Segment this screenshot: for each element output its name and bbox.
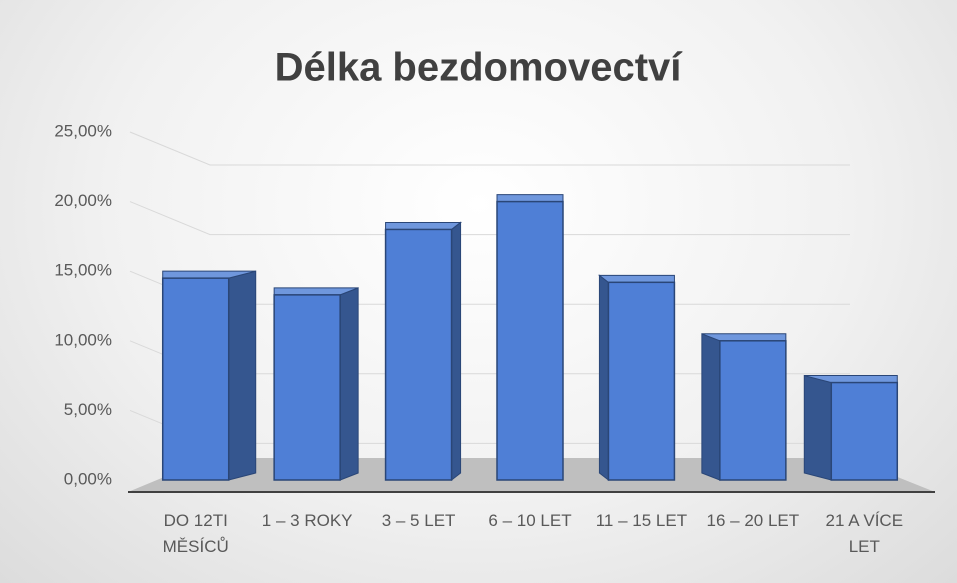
bar (384, 228, 453, 481)
x-tick-label: 11 – 15 LET (595, 511, 688, 530)
bar-side (228, 270, 257, 481)
x-tick-label: 1 – 3 ROKY (261, 511, 353, 530)
bar (161, 277, 230, 481)
y-tick-label: 20,00% (54, 191, 112, 210)
bar-top (385, 221, 463, 230)
grid-line (129, 201, 850, 236)
y-tick-label: 10,00% (54, 330, 112, 349)
bar-side (451, 221, 462, 482)
bar (607, 281, 676, 481)
bar-side (701, 333, 721, 481)
y-tick-label: 0,00% (64, 469, 112, 488)
bar (830, 381, 899, 481)
bar-side (803, 374, 832, 481)
y-tick-label: 5,00% (64, 400, 112, 419)
x-tick-label: 16 – 20 LET (706, 511, 800, 530)
bar-top (496, 194, 564, 203)
x-tick-label: 6 – 10 LET (488, 511, 572, 530)
bar-top (597, 274, 675, 283)
chart-title: Délka bezdomovectví (275, 46, 684, 90)
bar (273, 294, 341, 481)
x-tick-label: DO 12TI MĚSÍCŮ (162, 511, 229, 556)
bar (496, 200, 564, 481)
x-tick-label: 3 – 5 LET (381, 511, 456, 530)
bar-side (339, 287, 359, 481)
bar (719, 340, 787, 481)
x-tick-label: 21 A VÍCE LET (825, 511, 904, 556)
y-tick-label: 25,00% (54, 121, 112, 140)
bar-side (598, 274, 609, 482)
grid-line (129, 131, 850, 166)
y-tick-label: 15,00% (54, 261, 112, 280)
